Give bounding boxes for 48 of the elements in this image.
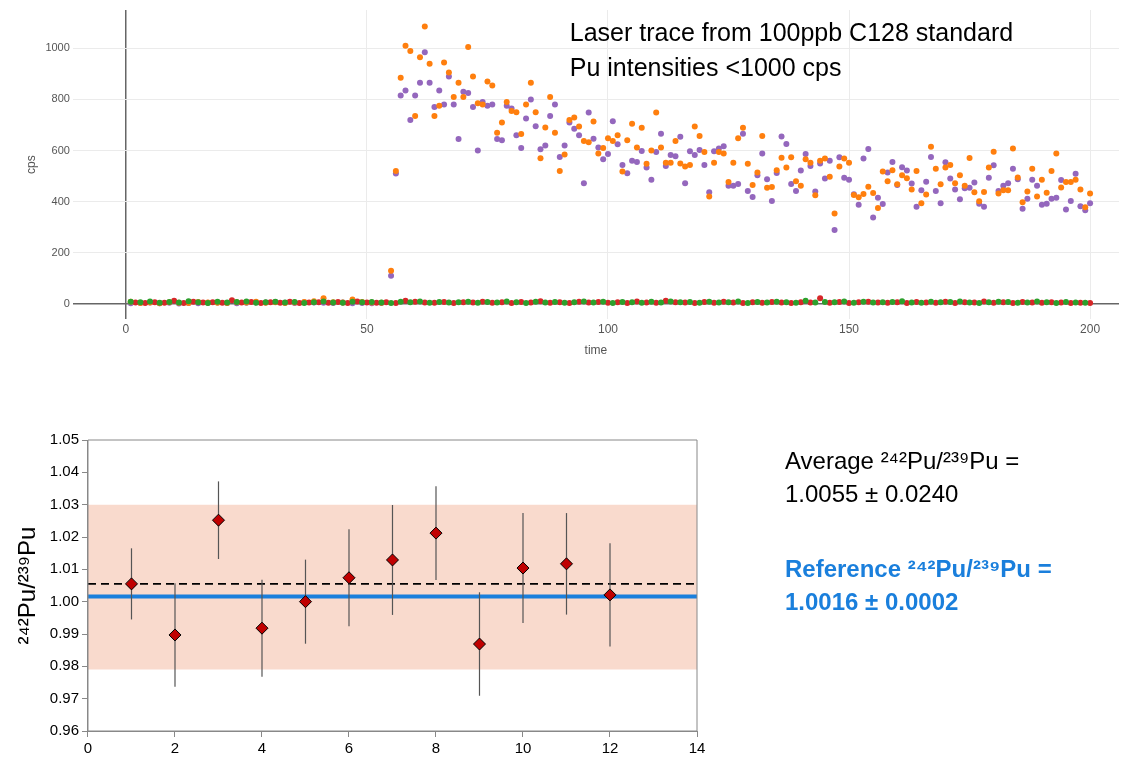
y-tick-label: 1.01 xyxy=(49,559,79,577)
y-tick-label: 0 xyxy=(63,296,70,309)
y-tick-label: 0.99 xyxy=(49,624,79,642)
y-tick-label: 1.05 xyxy=(49,430,79,448)
y-tick-label: 1000 xyxy=(45,41,70,54)
y-tick-label: 400 xyxy=(51,194,70,207)
y-tick-label: 200 xyxy=(51,245,70,258)
annotation: Pu intensities <1000 cps xyxy=(569,53,842,82)
x-tick-label: 100 xyxy=(597,321,619,336)
y-tick-label: 800 xyxy=(51,92,70,105)
x-tick-label: 200 xyxy=(1080,321,1101,336)
y-tick-label: 1.00 xyxy=(49,591,79,609)
x-tick-label: 0 xyxy=(122,321,130,336)
x-tick-label: 12 xyxy=(601,739,619,757)
ref-line-label: Reference ²⁴²Pu/²³⁹Pu = 1.0016 ± 0.0002 xyxy=(785,554,1052,615)
y-tick-label: 1.03 xyxy=(49,494,79,512)
point xyxy=(299,595,312,609)
annotation: Laser trace from 100ppb C128 standard xyxy=(569,18,1014,47)
point xyxy=(560,557,573,571)
ref-line-label: Average ²⁴²Pu/²³⁹Pu = 1.0055 ± 0.0240 xyxy=(785,446,1020,507)
point xyxy=(255,621,269,635)
point xyxy=(342,571,356,585)
point xyxy=(473,637,486,651)
y-tick-label: 0.98 xyxy=(49,656,79,674)
point xyxy=(603,588,617,602)
point xyxy=(386,553,399,567)
point xyxy=(429,526,443,540)
x-axis-title: time xyxy=(584,343,608,358)
point xyxy=(168,628,182,642)
x-tick-label: 14 xyxy=(688,739,706,757)
point xyxy=(125,577,138,591)
x-tick-label: 10 xyxy=(514,739,532,757)
y-tick-label: 600 xyxy=(51,143,70,156)
x-tick-label: 50 xyxy=(360,321,374,336)
y-axis-title: ²⁴²Pu/²³⁹Pu xyxy=(13,526,41,645)
y-tick-label: 0.96 xyxy=(49,721,79,739)
x-tick-label: 8 xyxy=(431,739,441,757)
point xyxy=(212,513,225,527)
x-tick-label: 6 xyxy=(344,739,354,757)
y-tick-label: 1.02 xyxy=(49,527,79,545)
point xyxy=(516,561,530,575)
y-tick-label: 1.04 xyxy=(49,462,79,480)
y-tick-label: 0.97 xyxy=(49,688,79,706)
x-tick-label: 4 xyxy=(257,739,267,757)
x-tick-label: 2 xyxy=(170,739,180,757)
y-axis-title: cps xyxy=(23,155,38,174)
x-tick-label: 0 xyxy=(83,739,93,757)
x-tick-label: 150 xyxy=(839,321,860,336)
